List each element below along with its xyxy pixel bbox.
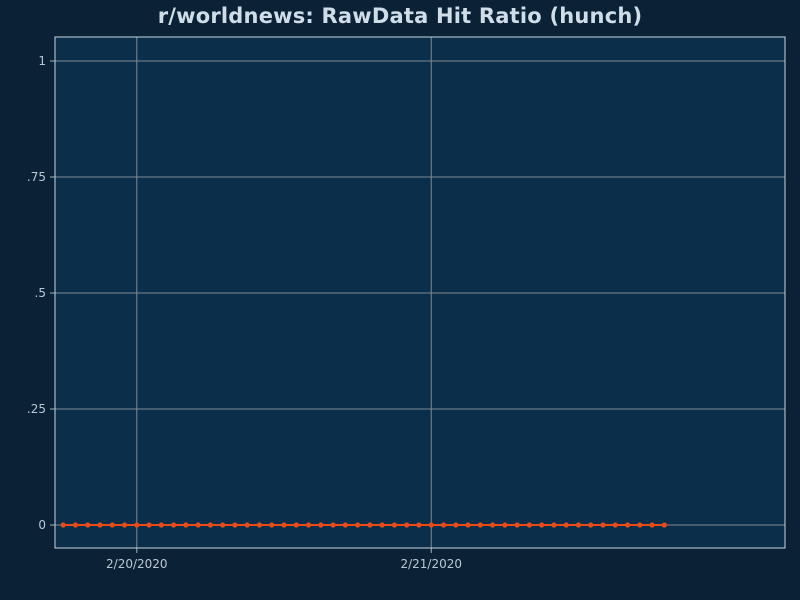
data-point <box>624 522 631 528</box>
data-point <box>465 522 471 528</box>
data-point <box>649 522 655 528</box>
data-point <box>502 522 508 528</box>
x-tick-label: 2/20/2020 <box>106 557 168 571</box>
data-point <box>489 522 496 528</box>
data-point <box>318 522 324 528</box>
data-point <box>453 522 459 528</box>
data-point <box>355 522 361 528</box>
data-point <box>220 522 226 528</box>
data-point <box>60 522 66 528</box>
data-point <box>440 522 447 528</box>
data-point <box>600 522 606 528</box>
data-point <box>539 522 545 528</box>
data-point <box>330 522 336 528</box>
data-point <box>563 522 569 528</box>
data-point <box>170 522 177 528</box>
data-point <box>256 522 263 528</box>
data-point <box>379 522 385 528</box>
data-point <box>477 522 483 528</box>
data-point <box>158 522 164 528</box>
data-point <box>97 522 103 528</box>
x-tick-label: 2/21/2020 <box>400 557 462 571</box>
data-point <box>416 522 422 528</box>
data-point <box>637 522 643 528</box>
data-point <box>146 522 152 528</box>
y-tick-label: .25 <box>27 402 46 416</box>
data-point <box>575 522 582 528</box>
data-point <box>134 522 140 528</box>
data-point <box>121 522 128 528</box>
data-point <box>232 522 238 528</box>
data-point <box>612 522 618 528</box>
data-point <box>526 522 532 528</box>
data-point <box>391 522 398 528</box>
data-point <box>207 522 214 528</box>
y-tick-label: 0 <box>38 518 46 532</box>
data-point <box>109 522 115 528</box>
plot-frame <box>54 36 786 549</box>
data-point <box>183 522 189 528</box>
y-tick-label: 1 <box>38 54 46 68</box>
data-point <box>661 522 667 528</box>
chart-title: r/worldnews: RawData Hit Ratio (hunch) <box>157 4 643 28</box>
data-point <box>588 522 594 528</box>
y-tick-label: .5 <box>35 286 46 300</box>
data-point <box>281 522 287 528</box>
data-point <box>551 522 557 528</box>
data-point <box>404 522 410 528</box>
data-point <box>72 522 79 528</box>
data-point <box>293 522 299 528</box>
data-point <box>85 522 91 528</box>
data-point <box>244 522 250 528</box>
data-point <box>195 522 201 528</box>
data-point <box>342 522 348 528</box>
data-point <box>269 522 275 528</box>
data-point <box>305 522 312 528</box>
data-point <box>428 522 434 528</box>
data-point <box>514 522 520 528</box>
data-point <box>367 522 373 528</box>
y-tick-label: .75 <box>27 170 46 184</box>
